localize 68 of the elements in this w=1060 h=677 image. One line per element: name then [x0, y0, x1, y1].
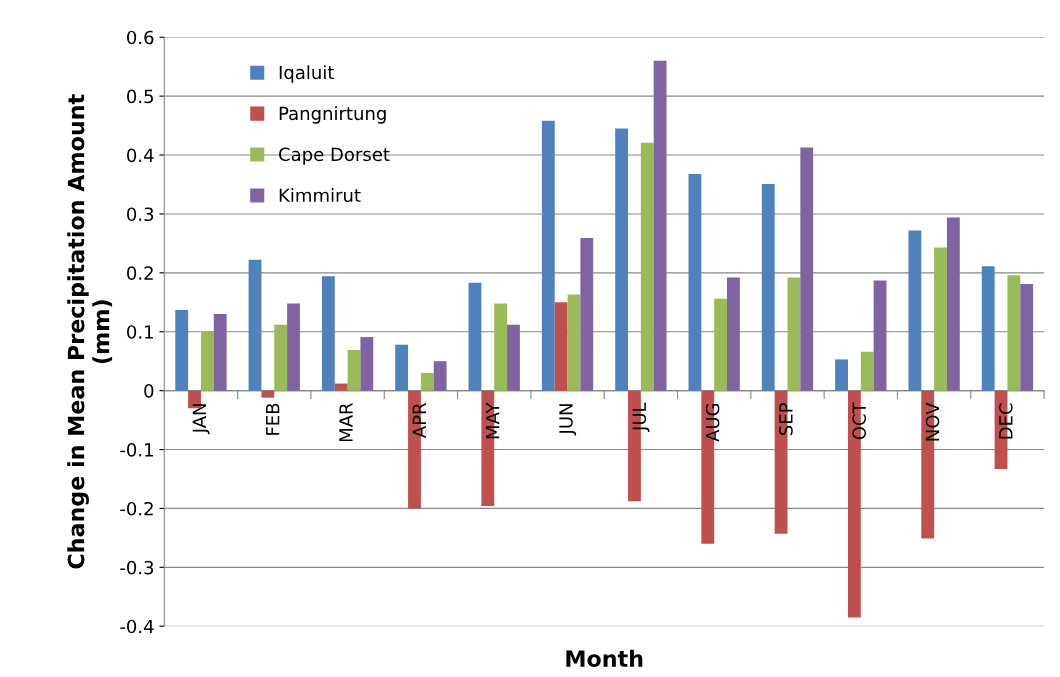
y-tick-label: -0.1 — [120, 442, 153, 457]
bar — [248, 259, 262, 391]
x-tick-label: APR — [412, 402, 426, 439]
bar — [321, 276, 335, 391]
y-tick-label: 0.2 — [127, 266, 153, 280]
bar — [360, 337, 374, 391]
bar — [934, 247, 947, 391]
bar — [908, 230, 922, 391]
bar — [274, 324, 288, 391]
y-tick-label: 0.4 — [127, 148, 154, 163]
y-tick-label: 0.1 — [127, 325, 153, 339]
bar — [640, 142, 654, 391]
y-axis-title: Change in Mean Precipitation Amount (mm) — [67, 94, 113, 569]
bar — [946, 217, 960, 391]
bar — [835, 359, 848, 391]
bar — [175, 309, 189, 391]
bar — [800, 147, 814, 391]
bar — [727, 277, 740, 391]
bar — [507, 324, 520, 391]
bar — [787, 277, 801, 391]
bar — [541, 120, 555, 391]
bar — [213, 314, 227, 391]
bar — [567, 294, 581, 391]
x-axis-title: Month — [566, 649, 643, 667]
bar — [200, 331, 214, 391]
legend-label: Kimmirut — [279, 188, 361, 203]
bar — [615, 128, 629, 391]
bar — [981, 266, 995, 391]
legend-label: Pangnirtung — [279, 106, 386, 124]
x-tick-label: MAY — [486, 402, 500, 439]
y-tick-label: 0.5 — [127, 89, 153, 104]
y-tick-label: 0.3 — [127, 207, 154, 222]
bar — [1020, 284, 1034, 391]
x-tick-label: DEC — [999, 403, 1013, 439]
x-tick-label: NOV — [925, 402, 940, 441]
bar — [688, 173, 702, 391]
bar — [468, 282, 482, 391]
bar — [347, 349, 361, 391]
bar — [395, 344, 409, 391]
bar — [554, 302, 568, 391]
x-tick-label: SEP — [779, 403, 793, 435]
bar — [653, 60, 667, 391]
bar — [873, 280, 887, 391]
bar — [494, 303, 508, 391]
bar — [860, 351, 874, 391]
bar — [714, 298, 728, 391]
x-tick-label: MAR — [339, 402, 353, 442]
x-tick-label: OCT — [852, 402, 867, 440]
y-tick-label: -0.4 — [120, 619, 154, 634]
y-tick-label: -0.2 — [120, 501, 153, 516]
legend-label: Iqaluit — [279, 65, 334, 83]
bar — [1007, 275, 1021, 391]
bar — [261, 390, 275, 398]
bar — [420, 372, 434, 391]
bar — [433, 361, 447, 391]
y-tick-label: 0.6 — [127, 30, 154, 45]
bar — [287, 303, 300, 391]
y-tick-label: -0.3 — [120, 560, 154, 575]
bar — [761, 183, 775, 391]
x-tick-label: JUN — [559, 404, 577, 436]
x-tick-label: JAN — [192, 404, 210, 435]
x-tick-label: FEB — [266, 403, 280, 435]
legend-label: Cape Dorset — [279, 147, 390, 165]
x-tick-label: JUL — [632, 402, 650, 432]
bar — [334, 383, 348, 391]
y-tick-label: 0 — [144, 384, 154, 398]
bar — [580, 238, 594, 391]
x-tick-label: AUG — [705, 403, 720, 442]
